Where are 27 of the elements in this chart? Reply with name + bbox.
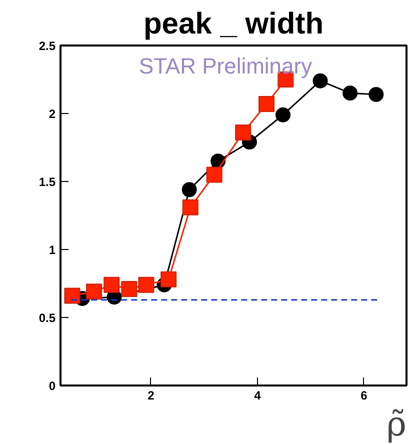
chart-title: peak _ width [143, 8, 324, 40]
point [64, 288, 80, 304]
y-tick-label: 0 [48, 379, 56, 393]
point [160, 271, 177, 288]
point [258, 96, 275, 112]
point [342, 86, 358, 101]
point [235, 124, 252, 141]
point [121, 280, 138, 297]
point [312, 73, 328, 88]
x-tick-label: 2 [148, 388, 155, 402]
y-tick-label: 1 [48, 243, 56, 257]
point [368, 86, 384, 102]
point [86, 284, 102, 300]
annotation: STAR Preliminary [138, 54, 312, 78]
point [276, 107, 291, 122]
x-axis-title: ρ̃ [386, 404, 407, 444]
y-tick-label: 2.5 [38, 39, 56, 53]
point [104, 276, 120, 293]
point [182, 199, 198, 216]
y-tick-label: 0.5 [38, 311, 56, 325]
y-tick-label: 1.5 [38, 175, 56, 189]
x-tick-label: 6 [360, 388, 368, 402]
point [182, 182, 197, 198]
x-tick-label: 4 [254, 388, 262, 402]
y-tick-label: 2 [48, 107, 56, 121]
point [206, 166, 222, 183]
point [138, 276, 154, 293]
